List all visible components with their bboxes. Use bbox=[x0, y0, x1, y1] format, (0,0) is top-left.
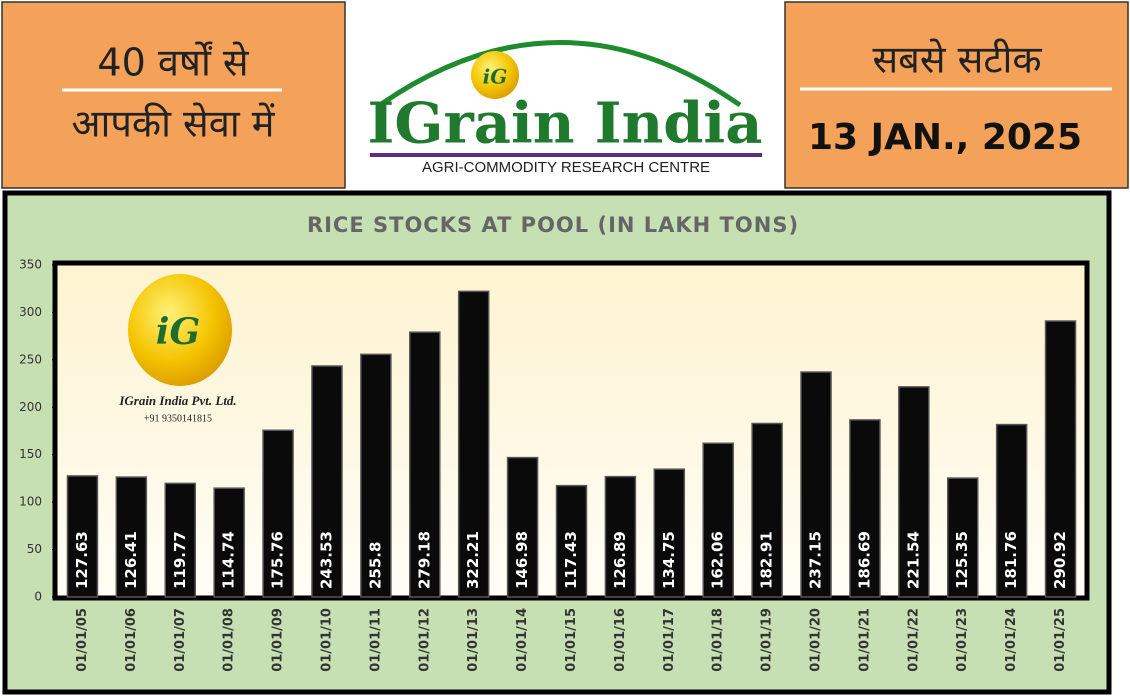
date: 13 JAN., 2025 bbox=[808, 117, 1082, 158]
logo-mark: iG bbox=[483, 65, 508, 89]
bar bbox=[262, 429, 294, 598]
x-tick-label: 01/01/18 bbox=[711, 608, 726, 672]
x-tick-label: 01/01/20 bbox=[809, 608, 824, 672]
value-label: 186.69 bbox=[855, 531, 873, 589]
watermark-mark: iG bbox=[156, 311, 200, 353]
x-tick-label: 01/01/21 bbox=[857, 608, 872, 672]
x-tick-label: 01/01/19 bbox=[760, 608, 775, 672]
bar bbox=[360, 353, 392, 598]
x-tick-label: 01/01/23 bbox=[955, 608, 970, 672]
bar bbox=[995, 423, 1028, 598]
bar bbox=[213, 487, 245, 598]
y-tick-label: 300 bbox=[19, 305, 42, 319]
x-tick-label: 01/01/07 bbox=[173, 608, 188, 672]
value-label: 243.53 bbox=[317, 531, 335, 589]
value-label: 221.54 bbox=[904, 531, 922, 589]
left-banner bbox=[1, 1, 346, 189]
value-label: 322.21 bbox=[464, 531, 482, 589]
x-tick-label: 01/01/17 bbox=[662, 608, 677, 672]
value-label: 114.74 bbox=[220, 531, 238, 589]
value-label: 126.41 bbox=[122, 531, 140, 589]
bar bbox=[702, 442, 734, 598]
bar bbox=[555, 484, 588, 598]
y-tick-label: 0 bbox=[34, 590, 42, 604]
x-tick-label: 01/01/16 bbox=[613, 608, 628, 672]
logo-circle bbox=[471, 51, 519, 99]
value-label: 279.18 bbox=[415, 531, 433, 589]
x-tick-label: 01/01/11 bbox=[368, 608, 383, 672]
bar bbox=[653, 468, 686, 598]
value-label: 255.8 bbox=[366, 542, 384, 589]
bar bbox=[800, 371, 832, 598]
bar bbox=[751, 422, 783, 598]
left-line2: आपकी सेवा में bbox=[72, 102, 276, 146]
bar bbox=[457, 290, 490, 598]
y-tick-label: 100 bbox=[19, 495, 42, 509]
bar bbox=[849, 419, 881, 598]
bar bbox=[164, 482, 197, 598]
value-label: 125.35 bbox=[953, 531, 971, 589]
x-tick-label: 01/01/15 bbox=[564, 608, 579, 672]
x-tick-label: 01/01/06 bbox=[124, 608, 139, 672]
x-tick-label: 01/01/25 bbox=[1053, 608, 1068, 672]
bar bbox=[1044, 320, 1077, 598]
x-tick-label: 01/01/22 bbox=[906, 608, 921, 672]
value-label: 182.91 bbox=[758, 531, 776, 589]
x-tick-label: 01/01/13 bbox=[466, 608, 481, 672]
tagline: AGRI-COMMODITY RESEARCH CENTRE bbox=[422, 159, 710, 176]
bar bbox=[604, 475, 637, 598]
bar bbox=[946, 477, 979, 598]
x-tick-label: 01/01/24 bbox=[1004, 608, 1019, 672]
x-tick-label: 01/01/05 bbox=[75, 608, 90, 672]
value-label: 117.43 bbox=[562, 531, 580, 589]
chart-title: RICE STOCKS AT POOL (IN LAKH TONS) bbox=[307, 213, 799, 237]
value-label: 119.77 bbox=[171, 531, 189, 589]
value-label: 126.89 bbox=[611, 531, 629, 589]
value-label: 237.15 bbox=[807, 531, 825, 589]
value-label: 134.75 bbox=[660, 531, 678, 589]
y-tick-label: 200 bbox=[19, 400, 42, 414]
value-label: 127.63 bbox=[73, 531, 91, 589]
x-tick-label: 01/01/09 bbox=[271, 608, 286, 672]
watermark-phone: +91 9350141815 bbox=[144, 413, 212, 424]
bar bbox=[311, 365, 343, 598]
y-tick-label: 350 bbox=[19, 258, 42, 272]
right-banner bbox=[784, 1, 1129, 189]
left-line1: 40 वर्षों से bbox=[97, 41, 249, 85]
x-tick-label: 01/01/08 bbox=[222, 608, 237, 672]
value-label: 146.98 bbox=[513, 531, 531, 589]
y-tick-label: 150 bbox=[19, 447, 42, 461]
bar bbox=[506, 456, 539, 598]
value-label: 162.06 bbox=[709, 531, 727, 589]
watermark-company: IGrain India Pvt. Ltd. bbox=[118, 393, 236, 408]
x-tick-label: 01/01/14 bbox=[515, 608, 530, 672]
brand: IGrain India bbox=[368, 91, 763, 157]
bar bbox=[898, 386, 930, 598]
value-label: 175.76 bbox=[269, 531, 287, 589]
watermark: iG IGrain India Pvt. Ltd. +91 9350141815 bbox=[118, 274, 237, 424]
plot: 0 50 100 150 200 250 300 350 01/01/05 127.63 01/01… bbox=[19, 258, 1077, 672]
right-line1: सबसे सटीक bbox=[872, 38, 1042, 82]
bar bbox=[409, 331, 441, 598]
value-label: 181.76 bbox=[1002, 531, 1020, 589]
y-tick-label: 250 bbox=[19, 352, 42, 366]
value-label: 290.92 bbox=[1051, 531, 1069, 589]
x-tick-label: 01/01/10 bbox=[319, 608, 334, 672]
watermark-circle bbox=[128, 274, 232, 386]
bar bbox=[66, 475, 99, 598]
x-tick-label: 01/01/12 bbox=[417, 608, 432, 672]
y-tick-label: 50 bbox=[27, 542, 42, 556]
logo-arc bbox=[378, 40, 742, 108]
bar bbox=[115, 476, 148, 598]
